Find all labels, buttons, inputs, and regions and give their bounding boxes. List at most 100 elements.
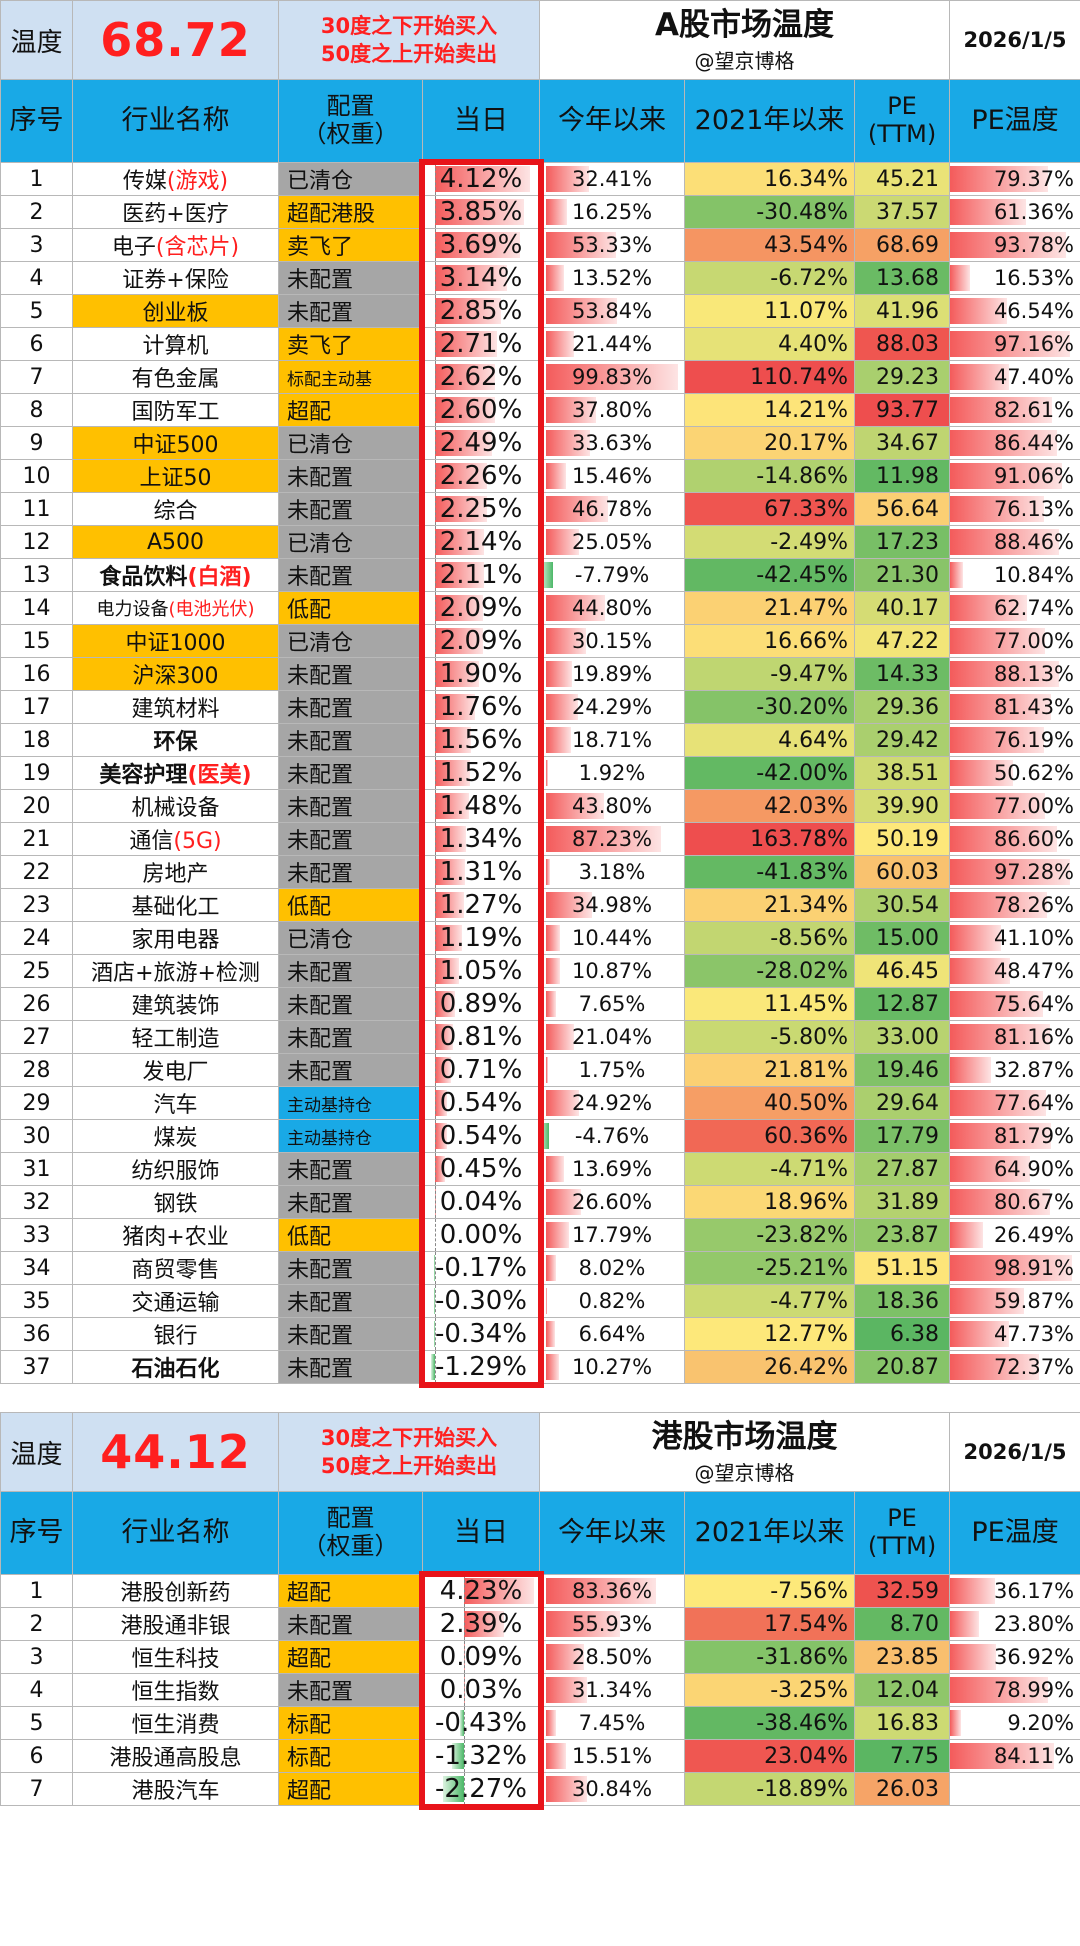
ytd-change-value: -4.76% [574, 1124, 650, 1148]
pe-temp-bar [950, 331, 1070, 357]
ytd-change-cell: 10.44% [539, 921, 686, 955]
ytd-change-bar [545, 463, 567, 489]
zero-axis [434, 163, 436, 195]
row-index: 12 [0, 525, 73, 559]
ytd-change-value: 26.60% [571, 1190, 653, 1214]
pe-temp-bar [950, 1677, 1048, 1703]
table-row: 22 房地产 未配置 1.31% 3.18% -41.83% 60.03 97.28% [0, 855, 1080, 889]
day-change-value: -0.34% [435, 1319, 527, 1349]
day-change-bar [459, 1710, 464, 1736]
ytd-change-bar [545, 793, 604, 819]
ytd-change-cell: 44.80% [539, 591, 686, 625]
industry-name-cell: 有色金属 [72, 360, 279, 394]
pe-temp-value: 76.19% [993, 728, 1075, 752]
industry-name-cell: 机械设备 [72, 789, 279, 823]
since-2021-cell: -3.25% [684, 1673, 856, 1707]
industry-name-cell: 医药+医疗 [72, 195, 279, 229]
pe-temp-cell: 61.36% [949, 195, 1080, 229]
row-index: 16 [0, 657, 73, 691]
ytd-change-cell: 30.84% [539, 1772, 686, 1806]
col-header-ytd: 今年以来 [539, 79, 686, 163]
day-change-value: 1.19% [439, 923, 523, 953]
pe-temp-value: 36.17% [993, 1579, 1075, 1603]
pe-temp-cell: 81.16% [949, 1020, 1080, 1054]
ytd-change-value: 19.89% [571, 662, 653, 686]
row-index: 18 [0, 723, 73, 757]
day-change-cell: 2.14% [421, 525, 541, 559]
since-2021-cell: -14.86% [684, 459, 856, 493]
pe-temp-bar [950, 1057, 991, 1083]
day-change-cell: 0.00% [421, 1218, 541, 1252]
config-cell: 未配置 [278, 855, 423, 889]
day-change-cell: 2.09% [421, 591, 541, 625]
industry-name: 钢铁 [153, 1192, 198, 1217]
day-change-cell: 3.14% [421, 261, 541, 295]
ytd-change-bar [545, 991, 556, 1017]
day-change-bar [433, 1288, 435, 1314]
config-cell: 未配置 [278, 690, 423, 724]
row-index: 2 [0, 1607, 73, 1641]
industry-name: 食品饮料 [99, 565, 188, 590]
zero-axis [434, 460, 436, 492]
zero-axis [463, 1740, 465, 1772]
config-cell: 超配 [278, 1574, 423, 1608]
row-index: 4 [0, 1673, 73, 1707]
table-row: 35 交通运输 未配置 -0.30% 0.82% -4.77% 18.36 59.87% [0, 1284, 1080, 1318]
table-row: 15 中证1000 已清仓 2.09% 30.15% 16.66% 47.22 77.00% [0, 624, 1080, 658]
row-index: 7 [0, 1772, 73, 1806]
since-2021-cell: -30.20% [684, 690, 856, 724]
zero-axis [434, 856, 436, 888]
config-cell: 未配置 [278, 1607, 423, 1641]
day-change-cell: 2.71% [421, 327, 541, 361]
since-2021-cell: -23.82% [684, 1218, 856, 1252]
industry-name: 汽车 [153, 1093, 198, 1118]
pe-temp-cell: 47.73% [949, 1317, 1080, 1351]
config-cell: 超配港股 [278, 195, 423, 229]
pe-ttm-cell: 29.64 [854, 1086, 951, 1120]
pe-temp-bar [950, 1090, 1046, 1116]
pe-temp-value: 23.80% [993, 1612, 1075, 1636]
market-temperature: 44.12 [72, 1412, 279, 1492]
day-change-value: -1.32% [435, 1741, 527, 1771]
since-2021-cell: 67.33% [684, 492, 856, 526]
ytd-change-bar [545, 166, 589, 192]
row-index: 22 [0, 855, 73, 889]
row-index: 19 [0, 756, 73, 790]
row-index: 24 [0, 921, 73, 955]
pe-ttm-cell: 50.19 [854, 822, 951, 856]
pe-temp-bar [950, 1611, 980, 1637]
day-change-cell: -0.30% [421, 1284, 541, 1318]
day-change-cell: 2.26% [421, 459, 541, 493]
industry-name: 煤炭 [153, 1126, 198, 1151]
ytd-change-bar [545, 859, 550, 885]
pe-temp-cell: 97.16% [949, 327, 1080, 361]
day-change-cell: 1.76% [421, 690, 541, 724]
ytd-change-cell: 53.84% [539, 294, 686, 328]
pe-ttm-cell: 12.87 [854, 987, 951, 1021]
day-change-bar [434, 760, 470, 786]
hk-share-rows: 1 港股创新药 超配 4.23% 83.36% -7.56% 32.59 36.17% 2 港股通… [0, 1574, 1080, 1806]
pe-temp-cell: 41.10% [949, 921, 1080, 955]
ytd-change-bar [545, 364, 679, 390]
ytd-change-value: 53.84% [571, 299, 653, 323]
industry-name: 港股通非银 [120, 1614, 231, 1639]
zero-axis [434, 262, 436, 294]
ytd-change-bar [540, 562, 554, 588]
ytd-change-value: 6.64% [578, 1322, 646, 1346]
config-cell: 标配 [278, 1706, 423, 1740]
col-header-config: 配置 （权重） [278, 79, 423, 163]
temp-label: 温度 [0, 1412, 73, 1492]
config-cell: 未配置 [278, 1053, 423, 1087]
config-cell: 主动基持仓 [278, 1086, 423, 1120]
pe-temp-cell: 72.37% [949, 1350, 1080, 1384]
pe-ttm-cell: 39.90 [854, 789, 951, 823]
pe-temp-bar [950, 232, 1066, 258]
ytd-change-cell: 25.05% [539, 525, 686, 559]
day-change-cell: 3.69% [421, 228, 541, 262]
since-2021-cell: -9.47% [684, 657, 856, 691]
day-change-bar [434, 1057, 452, 1083]
since-2021-cell: -30.48% [684, 195, 856, 229]
a-share-table: 温度 68.72 30度之下开始买入 50度之上开始卖出 A股市场温度 @望京博… [0, 0, 1080, 1384]
pe-temp-bar [950, 925, 1001, 951]
ytd-change-cell: -7.79% [539, 558, 686, 592]
